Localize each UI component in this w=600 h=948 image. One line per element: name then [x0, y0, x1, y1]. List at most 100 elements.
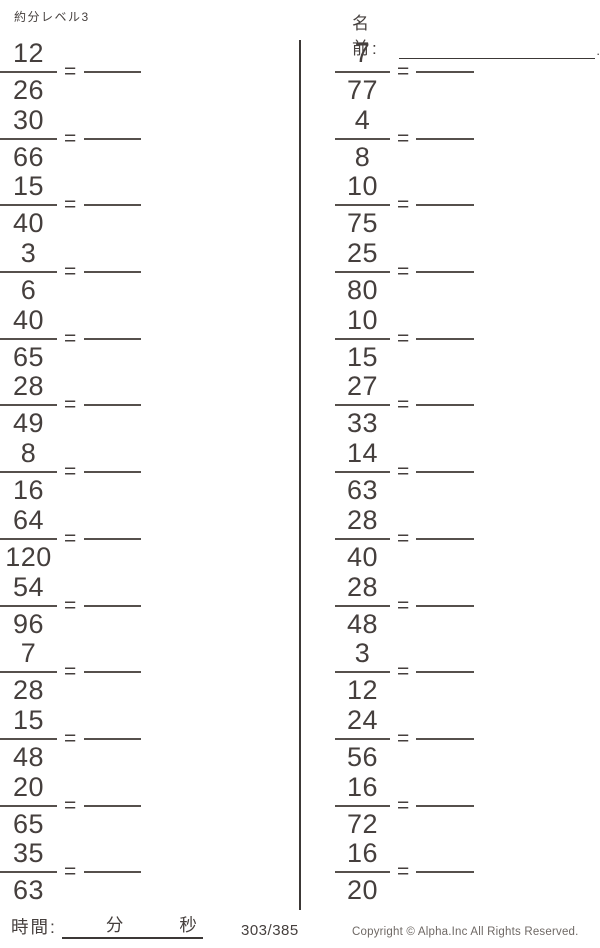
answer-blank — [84, 604, 142, 607]
fraction: 20 65 — [0, 773, 57, 838]
denominator: 63 — [12, 875, 45, 906]
equals-sign: = — [64, 126, 77, 150]
fraction: 40 65 — [0, 306, 57, 372]
fraction: 12 26 — [0, 39, 57, 105]
fraction: 14 63 — [335, 440, 390, 504]
seconds-label: 秒 — [179, 915, 197, 935]
numerator: 64 — [0, 506, 57, 540]
answer-blank — [416, 137, 475, 140]
answer-blank — [84, 404, 142, 407]
copyright-notice: Copyright © Alpha.Inc All Rights Reserve… — [352, 926, 579, 938]
numerator: 3 — [335, 640, 390, 674]
problem-row: 20 65 = — [0, 772, 142, 839]
answer-blank — [416, 604, 475, 607]
answer-blank — [416, 271, 475, 274]
equals-sign: = — [397, 260, 410, 284]
column-right: 7 77 = 4 8 = 10 75 = 25 80 = 10 15 — [335, 39, 475, 906]
denominator: 26 — [12, 74, 45, 105]
equals-sign: = — [397, 393, 410, 417]
fraction: 28 48 — [335, 573, 390, 639]
equals-sign: = — [397, 526, 410, 550]
denominator: 40 — [12, 208, 45, 239]
numerator: 40 — [0, 306, 57, 340]
numerator: 30 — [0, 106, 57, 140]
numerator: 14 — [335, 440, 390, 474]
denominator: 12 — [346, 675, 379, 706]
time-field: 時間: 分 秒 — [11, 913, 203, 939]
problem-row: 16 20 = — [335, 839, 475, 906]
problem-row: 7 77 = — [335, 39, 475, 106]
problem-row: 24 56 = — [335, 706, 475, 773]
fraction: 3 12 — [335, 640, 390, 704]
fraction: 15 48 — [0, 707, 57, 771]
denominator: 48 — [12, 742, 45, 773]
denominator: 66 — [12, 141, 45, 172]
problem-row: 4 8 = — [335, 105, 475, 172]
fraction: 10 75 — [335, 173, 390, 237]
equals-sign: = — [397, 793, 410, 817]
equals-sign: = — [397, 593, 410, 617]
fraction: 54 96 — [0, 573, 57, 638]
problem-row: 64 120 = — [0, 506, 142, 573]
denominator: 48 — [346, 608, 379, 639]
fraction: 7 28 — [0, 640, 57, 704]
answer-blank — [416, 70, 475, 73]
problem-row: 25 80 = — [335, 239, 475, 306]
equals-sign: = — [397, 727, 410, 751]
column-divider — [299, 40, 301, 910]
equals-sign: = — [64, 526, 77, 550]
page-title: 約分レベル3 — [14, 10, 90, 24]
denominator: 20 — [346, 875, 379, 906]
numerator: 8 — [0, 440, 57, 474]
numerator: 12 — [0, 39, 57, 73]
fraction: 25 80 — [335, 240, 390, 304]
problem-row: 28 48 = — [335, 572, 475, 639]
fraction: 64 120 — [0, 506, 57, 571]
problem-row: 40 65 = — [0, 305, 142, 372]
numerator: 10 — [335, 306, 390, 340]
denominator: 65 — [12, 341, 45, 372]
fraction: 30 66 — [0, 106, 57, 172]
answer-blank — [416, 738, 475, 741]
equals-sign: = — [397, 326, 410, 350]
answer-blank — [84, 137, 142, 140]
answer-blank — [84, 671, 142, 674]
numerator: 28 — [0, 373, 57, 407]
equals-sign: = — [64, 860, 77, 884]
numerator: 28 — [335, 506, 390, 540]
denominator: 75 — [346, 208, 379, 239]
problem-row: 7 28 = — [0, 639, 142, 706]
answer-blank — [416, 671, 475, 674]
problem-row: 15 40 = — [0, 172, 142, 239]
denominator: 15 — [346, 341, 379, 372]
equals-sign: = — [64, 393, 77, 417]
problem-row: 54 96 = — [0, 572, 142, 639]
denominator: 49 — [12, 408, 45, 439]
problem-row: 28 49 = — [0, 372, 142, 439]
equals-sign: = — [397, 460, 410, 484]
numerator: 16 — [335, 840, 390, 874]
fraction: 8 16 — [0, 440, 57, 504]
equals-sign: = — [64, 593, 77, 617]
answer-blank — [84, 804, 142, 807]
problem-row: 14 63 = — [335, 439, 475, 506]
problem-row: 15 48 = — [0, 706, 142, 773]
numerator: 15 — [0, 173, 57, 207]
denominator: 72 — [346, 808, 379, 839]
numerator: 3 — [0, 240, 57, 274]
fraction: 4 8 — [335, 106, 390, 171]
denominator: 40 — [346, 541, 379, 572]
fraction: 27 33 — [335, 373, 390, 437]
fraction: 28 49 — [0, 373, 57, 437]
numerator: 28 — [335, 573, 390, 607]
numerator: 27 — [335, 373, 390, 407]
answer-blank — [84, 271, 142, 274]
problem-row: 10 15 = — [335, 305, 475, 372]
fraction: 3 6 — [0, 240, 57, 304]
time-label: 時間: — [11, 917, 57, 937]
fraction: 16 72 — [335, 773, 390, 839]
problem-row: 10 75 = — [335, 172, 475, 239]
fraction: 10 15 — [335, 306, 390, 372]
fraction: 24 56 — [335, 707, 390, 771]
answer-blank — [416, 404, 475, 407]
